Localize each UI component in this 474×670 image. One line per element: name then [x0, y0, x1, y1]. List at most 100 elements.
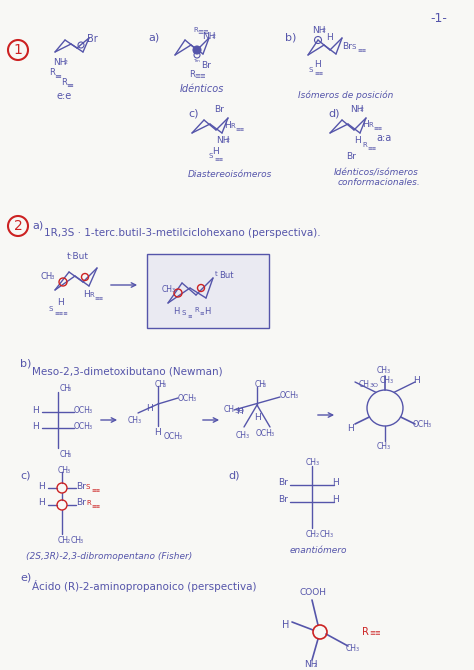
Text: OCH: OCH — [74, 406, 91, 415]
Text: CH: CH — [60, 384, 71, 393]
Text: 3: 3 — [428, 423, 431, 428]
Text: R: R — [368, 122, 373, 128]
Text: 2: 2 — [64, 60, 68, 65]
Text: CH: CH — [58, 466, 69, 475]
Text: 3: 3 — [387, 445, 390, 450]
Text: 2: 2 — [14, 219, 22, 233]
Text: ≡≡: ≡≡ — [235, 126, 244, 131]
Text: Ácido (R)-2-aminopropanoico (perspectiva): Ácido (R)-2-aminopropanoico (perspectiva… — [32, 580, 256, 592]
Text: H: H — [146, 404, 153, 413]
Text: OCH: OCH — [164, 432, 181, 441]
Text: But: But — [219, 271, 234, 280]
Text: Br: Br — [76, 482, 86, 491]
Text: ≡≡: ≡≡ — [369, 630, 381, 636]
Text: ≡≡: ≡≡ — [357, 47, 366, 52]
Text: 3: 3 — [330, 533, 333, 538]
Text: 3: 3 — [138, 419, 141, 424]
Text: 3: 3 — [356, 647, 359, 652]
Text: Br: Br — [201, 61, 211, 70]
Text: 2: 2 — [314, 663, 317, 668]
Text: CH: CH — [128, 416, 139, 425]
Text: CH: CH — [41, 272, 53, 281]
Text: 3: 3 — [89, 409, 92, 414]
Text: H: H — [204, 307, 210, 316]
Text: H: H — [282, 620, 289, 630]
Text: R: R — [193, 27, 198, 33]
Text: ≡: ≡ — [66, 81, 73, 90]
Text: ≡≡: ≡≡ — [373, 125, 382, 130]
Text: CH: CH — [224, 405, 235, 414]
Text: ≡≡: ≡≡ — [91, 487, 100, 492]
Text: 2: 2 — [316, 533, 319, 538]
Text: 3: 3 — [68, 453, 71, 458]
Text: CH: CH — [236, 431, 247, 440]
Text: d): d) — [228, 470, 239, 480]
Text: R: R — [362, 627, 369, 637]
Text: t·But: t·But — [67, 252, 89, 261]
Text: NH: NH — [350, 105, 364, 114]
Text: R: R — [230, 123, 235, 129]
Text: Idénticos/isómeros: Idénticos/isómeros — [334, 168, 419, 177]
Text: H: H — [362, 120, 369, 129]
Text: S: S — [86, 484, 91, 490]
Text: Br: Br — [278, 495, 288, 504]
Text: ≡≡: ≡≡ — [194, 73, 206, 79]
Text: CH: CH — [320, 530, 331, 539]
Text: H: H — [32, 422, 39, 431]
Text: 3O: 3O — [234, 408, 244, 414]
Text: 2: 2 — [322, 28, 326, 33]
Text: CH: CH — [346, 644, 357, 653]
Text: -1-: -1- — [430, 12, 447, 25]
Text: S: S — [352, 44, 356, 50]
Text: 3: 3 — [193, 397, 196, 402]
Text: c): c) — [20, 470, 30, 480]
Text: 2: 2 — [67, 539, 70, 544]
Text: ≡: ≡ — [199, 310, 204, 315]
Text: CH: CH — [359, 380, 370, 389]
Text: Br: Br — [87, 34, 98, 44]
Text: H: H — [413, 376, 420, 385]
Text: H: H — [332, 495, 339, 504]
Text: H: H — [32, 406, 39, 415]
Text: 3: 3 — [390, 379, 393, 384]
Text: CH: CH — [255, 380, 266, 389]
Text: t: t — [215, 271, 218, 277]
Text: 1: 1 — [14, 43, 22, 57]
Text: H: H — [354, 136, 361, 145]
Text: ᵀᵐ: ᵀᵐ — [193, 60, 200, 66]
Text: NH: NH — [304, 660, 318, 669]
Text: 3: 3 — [80, 539, 83, 544]
Text: 3: 3 — [295, 394, 298, 399]
Text: R: R — [86, 500, 91, 506]
Text: H: H — [332, 478, 339, 487]
Text: conformacionales.: conformacionales. — [338, 178, 421, 187]
Text: CH: CH — [377, 442, 388, 451]
Text: 3: 3 — [271, 432, 274, 437]
Text: H: H — [154, 428, 161, 437]
Text: H: H — [38, 498, 45, 507]
Text: a:a: a:a — [376, 133, 391, 143]
Text: H: H — [236, 407, 243, 416]
Text: ≡: ≡ — [54, 72, 61, 81]
Text: ≡≡: ≡≡ — [91, 503, 100, 508]
Text: 1R,3S · 1-terc.butil-3-metilciclohexano (perspectiva).: 1R,3S · 1-terc.butil-3-metilciclohexano … — [44, 228, 320, 238]
Text: ≡≡: ≡≡ — [94, 295, 103, 300]
Text: NH: NH — [53, 58, 66, 67]
Text: d): d) — [328, 108, 339, 118]
Text: a): a) — [148, 32, 159, 42]
Text: CH: CH — [377, 366, 388, 375]
Text: 3: 3 — [263, 383, 266, 388]
FancyBboxPatch shape — [147, 254, 269, 328]
Text: Meso-2,3-dimetoxibutano (Newman): Meso-2,3-dimetoxibutano (Newman) — [32, 366, 223, 376]
Text: CH: CH — [60, 450, 71, 459]
Text: 2: 2 — [360, 107, 364, 112]
Text: H: H — [254, 413, 261, 422]
Text: COOH: COOH — [300, 588, 327, 597]
Text: 3: 3 — [387, 369, 390, 374]
Text: R: R — [61, 78, 67, 87]
Text: 3: 3 — [316, 461, 319, 466]
Text: 3: 3 — [163, 383, 166, 388]
Text: R: R — [362, 142, 367, 148]
Text: OCH: OCH — [178, 394, 195, 403]
Text: CH: CH — [306, 530, 317, 539]
